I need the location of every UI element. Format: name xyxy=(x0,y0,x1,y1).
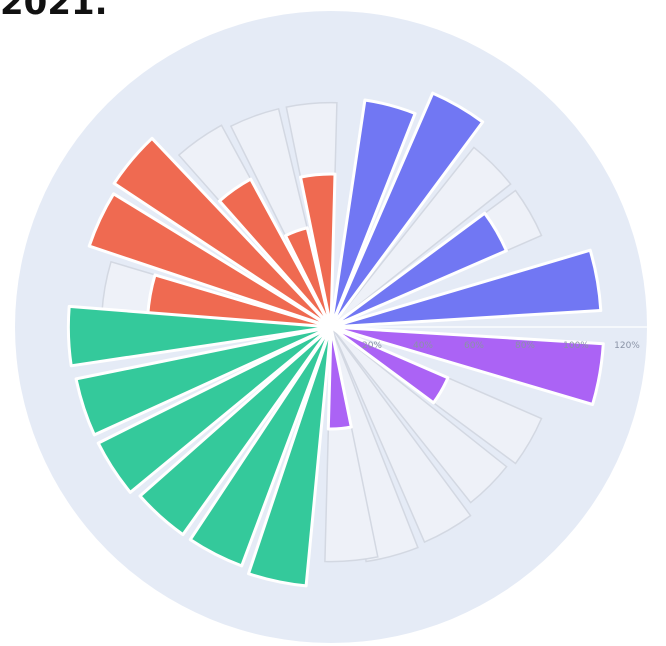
bar-series-4-2[interactable] xyxy=(74,325,333,437)
bar-series-2-4[interactable] xyxy=(329,248,603,329)
chart-title: 2021. xyxy=(0,0,108,23)
empty-wedge-10 xyxy=(330,326,508,504)
bars-layer xyxy=(66,91,605,588)
bar-series-2-3[interactable] xyxy=(329,211,508,329)
bar-series-2-1[interactable] xyxy=(329,98,417,329)
bar-series-4-3[interactable] xyxy=(96,325,333,494)
empty-wedge-11 xyxy=(330,326,472,544)
radial-tick-label: 100% xyxy=(563,341,589,351)
bar-series-1-3[interactable] xyxy=(112,136,333,329)
bar-series-1-5[interactable] xyxy=(284,226,333,329)
bar-series-1-2[interactable] xyxy=(87,192,333,329)
bar-series-3-3[interactable] xyxy=(326,325,353,431)
bar-series-3-2[interactable] xyxy=(329,325,450,405)
bar-series-3-1[interactable] xyxy=(329,325,605,406)
bar-series-1-6[interactable] xyxy=(299,172,337,329)
radial-tick-labels: 20% 40% 60% 80% 100% 120% xyxy=(362,341,640,351)
bar-series-4-1[interactable] xyxy=(66,304,333,368)
bar-series-4-5[interactable] xyxy=(188,325,333,568)
bar-series-2-2[interactable] xyxy=(329,91,485,329)
radial-tick-label: 60% xyxy=(464,341,484,351)
radial-tick-label: 40% xyxy=(413,341,433,351)
radial-tick-label: 20% xyxy=(362,341,382,351)
empty-wedge-12 xyxy=(330,326,419,563)
bar-series-4-4[interactable] xyxy=(138,325,333,537)
empty-wedge-7 xyxy=(330,146,512,328)
bar-series-1-4[interactable] xyxy=(218,177,333,329)
radial-tick-label: 80% xyxy=(515,341,535,351)
radial-tick-label: 120% xyxy=(614,341,640,351)
bar-series-4-6[interactable] xyxy=(247,325,333,588)
